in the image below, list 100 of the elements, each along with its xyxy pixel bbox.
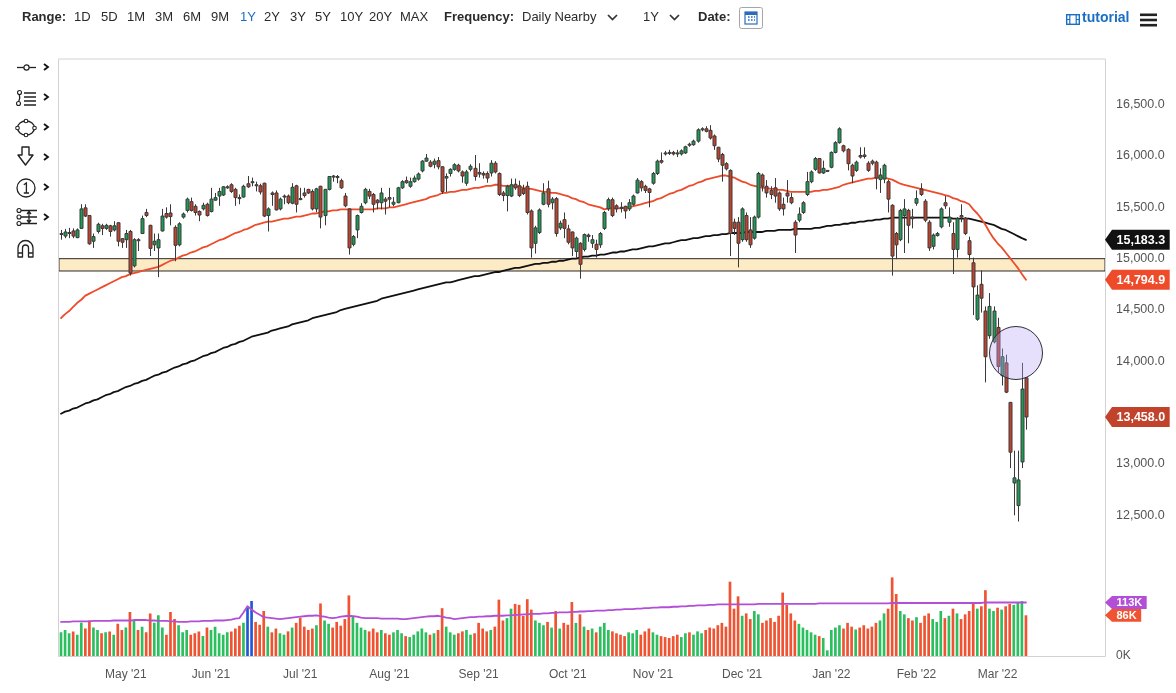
bar [615, 633, 618, 656]
bar [939, 611, 943, 656]
y-tick-label: 13,458.0 [1116, 409, 1166, 424]
bar [221, 634, 225, 656]
bar [323, 620, 326, 656]
candlestick [748, 216, 753, 249]
candlestick [302, 187, 307, 199]
bar [765, 620, 768, 656]
candlestick [71, 227, 76, 239]
bar [558, 628, 562, 656]
text: 20Y [369, 9, 393, 25]
bar [452, 634, 456, 656]
bar [862, 625, 866, 656]
text: Daily Nearby [522, 9, 597, 25]
candlestick [343, 192, 348, 208]
text: 1M [127, 9, 146, 25]
bar [627, 632, 630, 656]
bar [700, 633, 703, 656]
bar [854, 629, 857, 656]
candlestick [602, 210, 607, 231]
candlestick [817, 157, 822, 174]
candlestick [144, 208, 149, 218]
bar [169, 611, 172, 656]
bar [712, 628, 716, 656]
candlestick [821, 160, 826, 175]
candlestick [610, 197, 615, 218]
bar [708, 627, 712, 656]
bar [996, 607, 999, 656]
candlestick [217, 187, 222, 207]
bar [850, 626, 853, 656]
bar [177, 625, 180, 656]
bar [821, 638, 825, 656]
text: 1D [74, 9, 91, 25]
bar [631, 633, 635, 656]
candlestick [310, 188, 315, 211]
candlestick [185, 197, 190, 213]
candlestick [862, 146, 867, 160]
bar [534, 620, 537, 656]
bar [602, 622, 606, 656]
bar [696, 631, 699, 656]
candlestick [270, 190, 275, 207]
candlestick [919, 182, 924, 197]
bar [866, 628, 870, 656]
bar [493, 626, 497, 656]
text: Range: [22, 9, 67, 25]
bar [327, 623, 330, 656]
bar [156, 615, 160, 656]
candlestick [647, 187, 652, 208]
bar [193, 633, 197, 656]
bar [915, 617, 918, 656]
bar [817, 636, 821, 656]
candlestick [173, 224, 178, 262]
bar [1008, 603, 1012, 656]
text: 6M [183, 9, 202, 25]
y2-tick-label: 86K [1116, 608, 1137, 621]
candlestick [412, 175, 417, 184]
candlestick [371, 192, 376, 213]
candlestick [181, 211, 186, 220]
y2-tick-label: 0K [1116, 648, 1131, 663]
text: 3M [155, 9, 174, 25]
y-tick-label: 15,000.0 [1116, 251, 1165, 266]
bar [234, 628, 237, 656]
bar [71, 631, 75, 656]
bar [457, 633, 460, 656]
bar [371, 628, 375, 656]
bar [396, 629, 399, 656]
bar [923, 615, 926, 656]
bar [311, 628, 314, 656]
bar [225, 632, 229, 656]
y2-tick-label: 113K [1116, 596, 1143, 609]
candlestick [671, 150, 676, 156]
bar [238, 625, 241, 656]
bar [566, 624, 570, 656]
bar [525, 599, 529, 656]
bar [716, 625, 720, 656]
bar [538, 622, 541, 656]
candlestick [667, 149, 672, 156]
y-tick-label: 13,000.0 [1116, 456, 1165, 471]
bar [392, 632, 395, 656]
bar [898, 611, 902, 656]
bar [546, 621, 549, 656]
candlestick [63, 228, 68, 239]
bar [744, 613, 748, 656]
bar [294, 622, 298, 656]
bar [408, 637, 412, 656]
bar [96, 629, 99, 656]
bar [834, 627, 837, 656]
y-tick-label: 12,500.0 [1116, 507, 1165, 522]
x-tick-label: May '21 [105, 666, 148, 681]
bar [112, 634, 116, 656]
bar [902, 614, 906, 656]
candlestick [156, 233, 161, 278]
bar [838, 625, 841, 656]
candlestick [96, 222, 101, 235]
bar [469, 634, 472, 656]
bar [1004, 606, 1008, 656]
bar [88, 620, 91, 656]
y-tick-label: 15,183.3 [1116, 232, 1166, 247]
bar [623, 636, 626, 656]
candlestick [866, 160, 871, 173]
